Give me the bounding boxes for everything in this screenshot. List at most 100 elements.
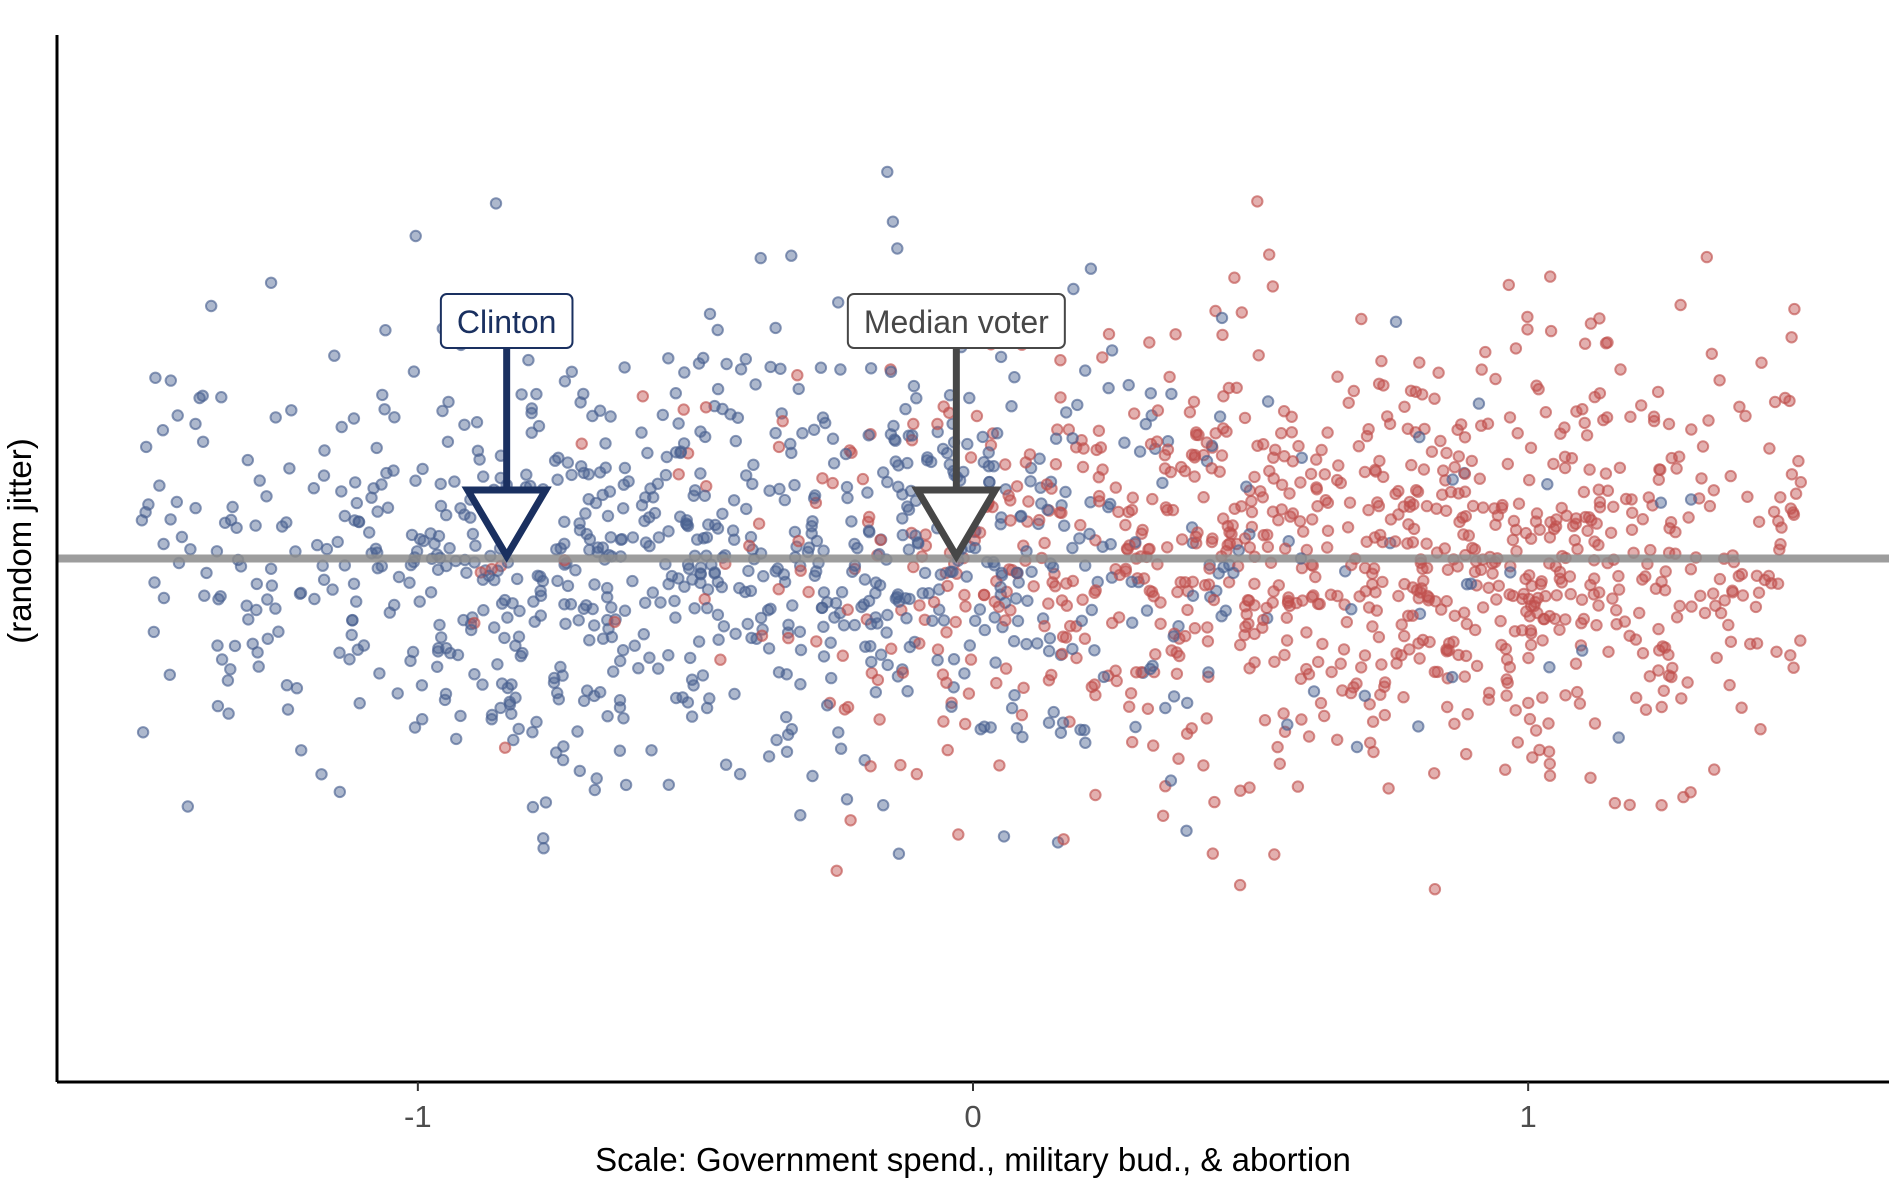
scatter-point xyxy=(1659,565,1672,578)
scatter-point xyxy=(865,655,878,669)
scatter-point xyxy=(1553,572,1567,585)
scatter-point xyxy=(1291,780,1305,793)
scatter-point xyxy=(1042,674,1056,687)
scatter-point xyxy=(626,531,640,544)
scatter-point xyxy=(964,451,978,464)
scatter-point xyxy=(1612,569,1625,583)
scatter-point xyxy=(241,453,255,467)
scatter-point xyxy=(1544,270,1557,283)
scatter-point xyxy=(409,474,422,487)
scatter-point xyxy=(927,595,941,609)
scatter-point xyxy=(678,580,691,593)
scatter-point xyxy=(439,687,453,701)
scatter-point xyxy=(947,653,961,666)
scatter-point xyxy=(1601,484,1615,497)
scatter-point xyxy=(1010,566,1023,579)
scatter-point xyxy=(796,427,809,440)
scatter-point xyxy=(537,842,550,855)
scatter-point xyxy=(573,523,587,537)
scatter-point xyxy=(1010,722,1024,735)
scatter-point xyxy=(1056,716,1070,729)
scatter-point xyxy=(326,583,339,596)
scatter-point xyxy=(1495,638,1508,652)
scatter-point xyxy=(1261,528,1274,541)
scatter-point xyxy=(1066,541,1079,555)
scatter-point xyxy=(250,577,263,591)
scatter-point xyxy=(1240,480,1253,493)
scatter-point xyxy=(1057,833,1070,846)
scatter-point xyxy=(1502,278,1516,292)
scatter-point xyxy=(716,507,729,520)
scatter-point xyxy=(476,573,490,586)
scatter-point xyxy=(460,566,473,579)
scatter-point xyxy=(1401,422,1415,435)
scatter-point xyxy=(1696,440,1710,453)
scatter-point xyxy=(869,611,882,624)
scatter-point xyxy=(1172,752,1185,765)
scatter-point xyxy=(564,598,578,611)
scatter-point xyxy=(841,700,855,714)
scatter-point xyxy=(637,628,650,641)
scatter-point xyxy=(1398,629,1411,643)
scatter-point xyxy=(147,625,161,639)
scatter-point xyxy=(317,573,331,586)
scatter-point xyxy=(599,437,612,450)
scatter-point xyxy=(590,772,603,785)
scatter-point xyxy=(428,537,441,550)
scatter-point xyxy=(786,599,799,612)
scatter-point xyxy=(662,525,675,538)
scatter-point xyxy=(1435,603,1448,616)
scatter-point xyxy=(516,646,529,660)
scatter-point xyxy=(1097,670,1111,684)
scatter-point xyxy=(388,411,401,424)
scatter-point xyxy=(1203,562,1216,575)
scatter-point xyxy=(1522,651,1535,665)
scatter-point xyxy=(892,459,905,472)
scatter-point xyxy=(1723,678,1736,692)
scatter-point xyxy=(1238,628,1251,642)
scatter-point xyxy=(1027,580,1040,593)
scatter-point xyxy=(1536,691,1549,704)
scatter-point xyxy=(1713,374,1726,387)
scatter-point xyxy=(918,566,932,580)
scatter-point xyxy=(988,611,1001,624)
scatter-point xyxy=(294,586,308,600)
scatter-point xyxy=(1451,423,1464,436)
scatter-point xyxy=(749,378,762,391)
scatter-point xyxy=(488,573,501,587)
scatter-point xyxy=(1375,354,1388,368)
scatter-point xyxy=(1517,587,1531,601)
scatter-point xyxy=(1201,621,1214,634)
scatter-point xyxy=(506,597,519,610)
scatter-point xyxy=(618,361,631,374)
scatter-point xyxy=(1156,809,1170,822)
scatter-point xyxy=(601,710,614,723)
scatter-point xyxy=(522,353,535,367)
scatter-point xyxy=(1238,532,1252,545)
scatter-point xyxy=(1468,565,1482,579)
scatter-point xyxy=(1506,533,1520,547)
scatter-point xyxy=(417,534,430,548)
scatter-point xyxy=(1705,347,1719,360)
scatter-point xyxy=(1465,454,1479,468)
scatter-point xyxy=(1452,450,1466,463)
scatter-point xyxy=(646,586,659,599)
scatter-point xyxy=(743,539,756,552)
scatter-point xyxy=(1078,632,1092,645)
scatter-point xyxy=(1741,490,1754,503)
scatter-point xyxy=(1169,328,1182,341)
scatter-point xyxy=(807,423,821,436)
scatter-point xyxy=(441,435,455,448)
scatter-point xyxy=(558,515,571,528)
scatter-point xyxy=(531,569,544,582)
scatter-point xyxy=(1056,647,1069,661)
scatter-point xyxy=(1353,590,1366,603)
scatter-point xyxy=(887,419,900,433)
scatter-point xyxy=(1366,715,1380,728)
scatter-point xyxy=(784,437,797,451)
scatter-point xyxy=(1055,506,1068,520)
scatter-point xyxy=(1395,618,1408,631)
scatter-point xyxy=(559,617,572,630)
scatter-point xyxy=(896,666,910,679)
scatter-point xyxy=(1151,404,1165,417)
